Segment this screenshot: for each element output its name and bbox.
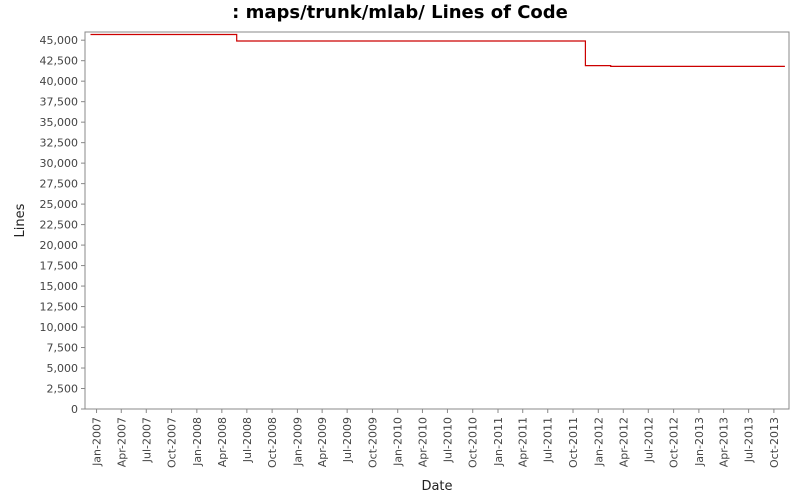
x-tick-label: Oct-2013 — [768, 417, 781, 468]
x-tick-label: Jul-2008 — [241, 417, 254, 463]
y-tick-label: 35,000 — [40, 116, 79, 129]
y-tick-label: 2,500 — [47, 383, 79, 396]
x-tick-label: Jan-2012 — [592, 417, 605, 467]
y-tick-label: 32,500 — [40, 137, 79, 150]
x-tick-label: Jul-2011 — [542, 417, 555, 463]
y-tick-label: 5,000 — [47, 362, 79, 375]
x-tick-label: Jul-2007 — [140, 417, 153, 463]
y-axis: 0 2,500 5,000 7,500 10,000 12,500 15,000 17,500… — [40, 34, 85, 416]
x-tick-label: Oct-2007 — [166, 417, 179, 468]
x-tick-label: Jan-2007 — [91, 417, 104, 467]
y-tick-label: 0 — [71, 403, 78, 416]
y-tick-label: 27,500 — [40, 178, 79, 191]
y-axis-label: Lines — [13, 203, 28, 237]
x-tick-label: Jul-2013 — [743, 417, 756, 463]
x-axis: Jan-2007 Apr-2007 Jul-2007 Oct-2007 Jan-2008… — [91, 409, 781, 468]
y-tick-label: 22,500 — [40, 219, 79, 232]
x-tick-label: Jul-2009 — [341, 417, 354, 463]
chart-title: : maps/trunk/mlab/ Lines of Code — [232, 2, 568, 23]
y-tick-label: 25,000 — [40, 198, 79, 211]
x-tick-label: Oct-2009 — [366, 417, 379, 468]
x-tick-label: Oct-2010 — [467, 417, 480, 468]
y-tick-label: 12,500 — [40, 301, 79, 314]
plot-area — [84, 31, 790, 410]
y-tick-label: 7,500 — [47, 342, 79, 355]
x-tick-label: Jan-2010 — [392, 417, 405, 467]
x-tick-label: Apr-2012 — [617, 417, 630, 467]
y-tick-label: 40,000 — [40, 75, 79, 88]
x-tick-label: Oct-2011 — [567, 417, 580, 468]
x-axis-label: Date — [421, 479, 452, 494]
x-tick-label: Jan-2008 — [191, 417, 204, 467]
x-tick-label: Jan-2011 — [492, 417, 505, 467]
x-tick-label: Apr-2011 — [517, 417, 530, 467]
x-tick-label: Apr-2007 — [115, 417, 128, 467]
y-tick-label: 20,000 — [40, 239, 79, 252]
x-tick-label: Oct-2008 — [266, 417, 279, 468]
y-tick-label: 30,000 — [40, 157, 79, 170]
x-tick-label: Apr-2013 — [718, 417, 731, 467]
y-tick-label: 10,000 — [40, 321, 79, 334]
x-tick-label: Jan-2013 — [693, 417, 706, 467]
series-layer — [90, 33, 785, 68]
x-tick-label: Oct-2012 — [668, 417, 681, 468]
x-tick-label: Jul-2010 — [441, 417, 454, 463]
y-tick-label: 15,000 — [40, 280, 79, 293]
y-tick-label: 42,500 — [40, 55, 79, 68]
x-tick-label: Jan-2009 — [291, 417, 304, 467]
x-tick-label: Apr-2009 — [316, 417, 329, 467]
y-tick-label: 17,500 — [40, 260, 79, 273]
x-tick-label: Apr-2008 — [216, 417, 229, 467]
y-tick-label: 45,000 — [40, 34, 79, 47]
series-line — [90, 33, 785, 68]
x-tick-label: Apr-2010 — [416, 417, 429, 467]
x-tick-label: Jul-2012 — [642, 417, 655, 463]
y-tick-label: 37,500 — [40, 96, 79, 109]
